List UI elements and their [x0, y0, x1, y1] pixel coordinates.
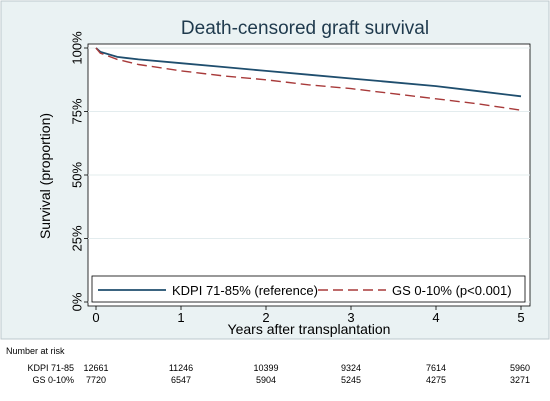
risk-value: 3271 — [510, 375, 530, 385]
x-tick-label: 5 — [517, 310, 524, 325]
x-tick-label: 2 — [262, 310, 269, 325]
legend-label-kdpi: KDPI 71-85% (reference) — [172, 283, 318, 298]
risk-value: 5245 — [341, 375, 361, 385]
risk-value: 5960 — [510, 363, 530, 373]
risk-value: 4275 — [426, 375, 446, 385]
risk-value: 9324 — [341, 363, 361, 373]
series-layer — [95, 47, 522, 111]
y-tick-label: 25% — [69, 225, 84, 251]
x-tick-label: 1 — [177, 310, 184, 325]
risk-value: 5904 — [256, 375, 276, 385]
x-tick-label: 4 — [432, 310, 439, 325]
risk-row-label-kdpi: KDPI 71-85 — [27, 363, 74, 373]
x-tick-label: 0 — [92, 310, 99, 325]
risk-value: 10399 — [253, 363, 278, 373]
risk-value: 7614 — [426, 363, 446, 373]
y-tick-label: 100% — [69, 31, 84, 65]
y-axis: 0% 25% 50% 75% 100% — [69, 31, 88, 311]
risk-values: 12661 11246 10399 9324 7614 5960 7720 6547 5904 5… — [83, 363, 530, 385]
chart-title: Death-censored graft survival — [181, 18, 429, 39]
series-line-kdpi — [95, 47, 522, 98]
risk-value: 6547 — [171, 375, 191, 385]
risk-value: 12661 — [83, 363, 108, 373]
legend: KDPI 71-85% (reference) GS 0-10% (p<0.00… — [91, 275, 526, 303]
series-line-gs — [95, 47, 522, 111]
y-axis-label: Survival (proportion) — [37, 113, 53, 239]
x-axis: 0 1 2 3 4 5 — [92, 306, 525, 325]
x-tick-label: 3 — [347, 310, 354, 325]
risk-table-title: Number at risk — [6, 346, 65, 356]
risk-value: 11246 — [169, 363, 193, 373]
y-tick-label: 50% — [69, 162, 84, 188]
legend-label-gs: GS 0-10% (p<0.001) — [392, 283, 512, 298]
risk-value: 7720 — [86, 375, 106, 385]
x-axis-label: Years after transplantation — [228, 321, 391, 337]
risk-row-label-gs: GS 0-10% — [32, 375, 74, 385]
legend-box — [91, 275, 526, 303]
y-tick-label: 0% — [69, 292, 84, 311]
y-tick-label: 75% — [69, 98, 84, 124]
